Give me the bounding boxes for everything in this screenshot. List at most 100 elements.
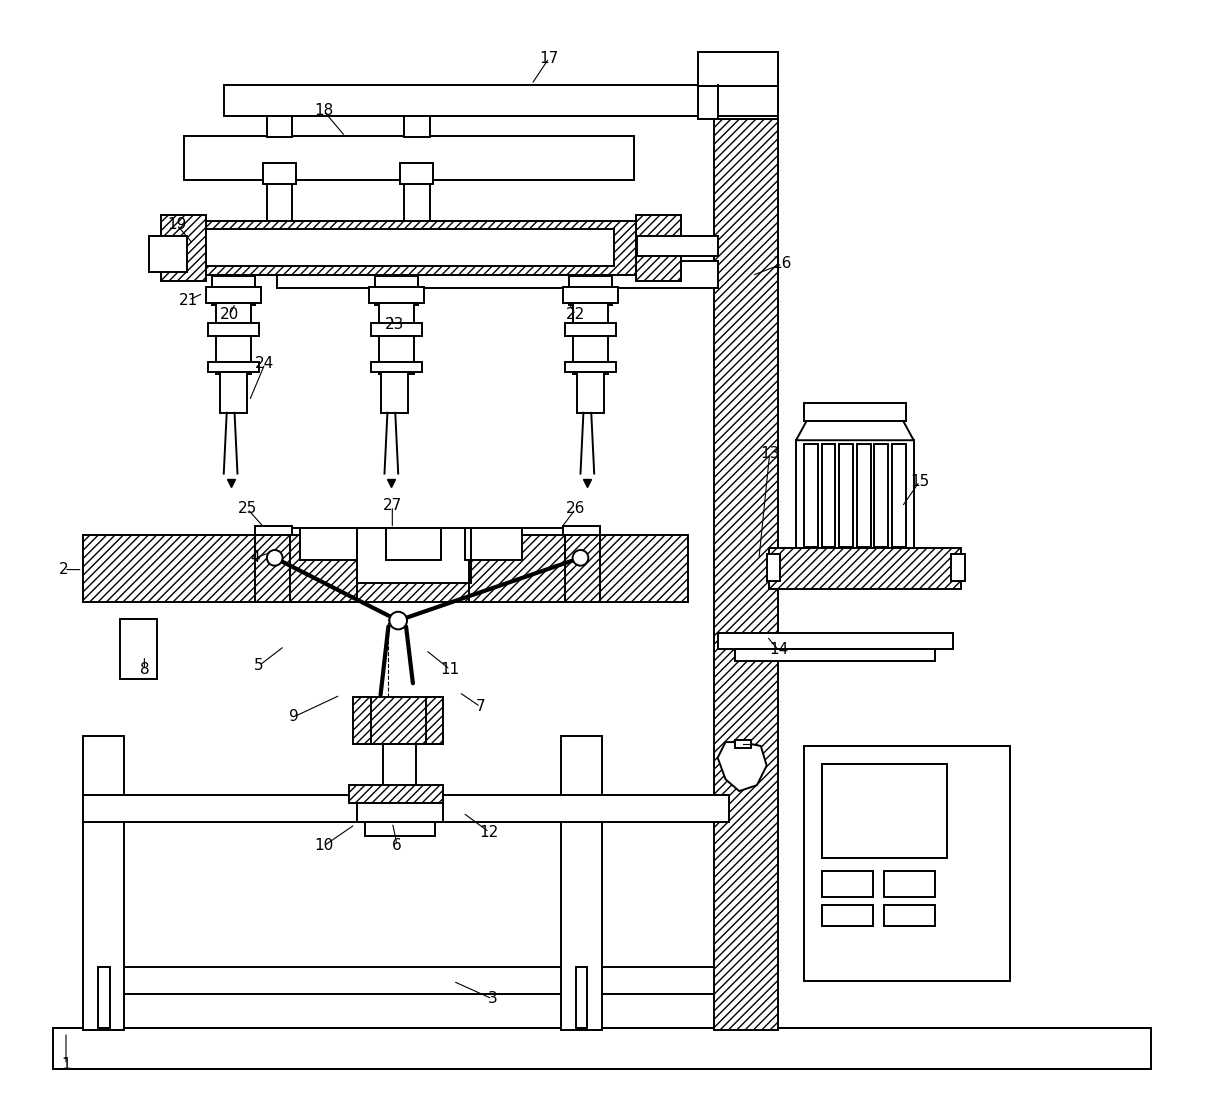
Bar <box>220 372 248 412</box>
Bar <box>840 444 853 547</box>
Bar <box>301 528 358 560</box>
Bar <box>893 444 906 547</box>
Bar <box>267 116 292 138</box>
Text: 10: 10 <box>314 838 333 854</box>
Text: 25: 25 <box>238 502 257 516</box>
Bar <box>884 871 935 896</box>
Bar <box>718 634 953 649</box>
Text: 23: 23 <box>384 317 403 332</box>
Bar <box>277 261 718 288</box>
Bar <box>637 214 681 282</box>
Bar <box>98 967 110 1028</box>
Text: 17: 17 <box>540 51 559 66</box>
Bar <box>821 871 872 896</box>
Bar <box>161 214 207 282</box>
Circle shape <box>390 613 406 628</box>
Text: 13: 13 <box>760 447 779 462</box>
Bar <box>821 444 835 547</box>
Bar <box>563 527 600 565</box>
Bar <box>465 528 522 560</box>
Text: 7: 7 <box>476 700 486 714</box>
Text: 15: 15 <box>910 474 929 488</box>
Bar <box>698 72 778 87</box>
Bar <box>875 444 888 547</box>
Bar <box>698 72 778 119</box>
Bar <box>150 236 186 272</box>
Bar <box>736 649 935 661</box>
Bar <box>425 697 443 744</box>
Text: 16: 16 <box>773 256 792 272</box>
Bar <box>255 527 292 565</box>
Bar <box>353 697 371 744</box>
Bar <box>223 85 718 116</box>
Bar <box>82 795 730 823</box>
Bar <box>563 287 617 303</box>
Bar <box>211 276 255 305</box>
Text: 9: 9 <box>290 710 300 724</box>
Bar <box>263 163 296 185</box>
Polygon shape <box>718 742 767 791</box>
Bar <box>290 528 565 583</box>
Bar <box>884 905 935 926</box>
Text: 19: 19 <box>167 217 186 232</box>
Bar <box>383 744 416 793</box>
Bar <box>573 337 608 374</box>
Bar <box>358 697 443 744</box>
Bar <box>368 287 424 303</box>
Bar <box>378 790 400 807</box>
Bar <box>381 372 408 412</box>
Bar <box>767 554 780 582</box>
Bar <box>638 236 718 256</box>
Text: 24: 24 <box>255 356 274 372</box>
Text: 14: 14 <box>768 642 788 658</box>
Bar <box>82 536 689 602</box>
Bar <box>951 554 965 582</box>
Bar <box>387 528 441 560</box>
Bar <box>405 116 430 138</box>
Text: 8: 8 <box>140 662 150 678</box>
Bar <box>82 736 123 1031</box>
Text: 21: 21 <box>179 293 198 308</box>
Bar <box>208 362 259 372</box>
Polygon shape <box>796 419 913 440</box>
Bar <box>207 229 614 266</box>
Bar <box>184 221 637 275</box>
Bar <box>565 536 600 602</box>
Bar <box>575 967 587 1028</box>
Bar <box>796 440 913 550</box>
Bar <box>267 179 292 221</box>
Bar <box>378 337 414 374</box>
Bar <box>821 763 947 858</box>
Bar <box>768 548 960 590</box>
Bar <box>565 362 616 372</box>
Text: 18: 18 <box>314 103 333 119</box>
Text: 12: 12 <box>480 825 499 839</box>
Text: 22: 22 <box>567 307 585 322</box>
Bar <box>714 72 778 1031</box>
Bar <box>803 403 906 420</box>
Bar <box>374 276 418 305</box>
Bar <box>349 785 443 803</box>
Bar <box>53 1028 1151 1069</box>
Bar <box>736 740 751 748</box>
Text: 2: 2 <box>59 562 69 578</box>
Text: 20: 20 <box>220 307 239 322</box>
Bar <box>365 823 435 836</box>
Bar <box>803 444 818 547</box>
Bar <box>821 905 872 926</box>
Bar <box>400 163 434 185</box>
Text: 6: 6 <box>393 838 402 854</box>
Bar <box>255 536 290 602</box>
Bar <box>371 322 422 337</box>
Bar <box>184 136 634 179</box>
Bar <box>803 746 1010 981</box>
Text: 11: 11 <box>441 662 460 678</box>
Bar <box>573 302 608 332</box>
Bar <box>207 287 261 303</box>
Bar <box>565 322 616 337</box>
Bar <box>714 72 778 119</box>
Bar <box>569 276 611 305</box>
Bar <box>358 803 443 823</box>
Bar <box>120 618 157 680</box>
Bar <box>371 362 422 372</box>
